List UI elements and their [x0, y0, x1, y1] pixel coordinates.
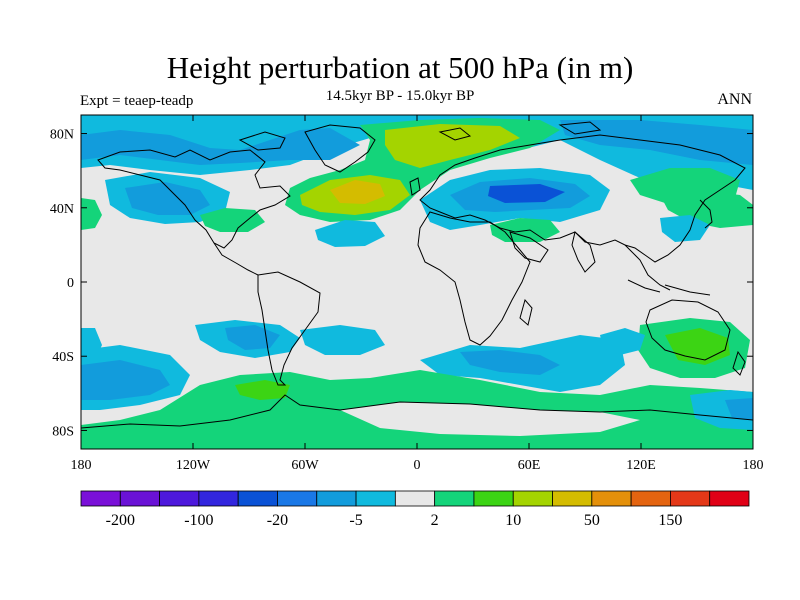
colorbar-box [159, 490, 200, 507]
coast-uk [409, 177, 421, 196]
lat-tick-label: 40S [52, 350, 74, 365]
lon-tick-label: 120E [626, 458, 656, 473]
colorbar-box [552, 490, 593, 507]
coast-central-america [213, 242, 259, 276]
longitude-axis: 180 120W 60W 0 60E 120E 180 [71, 115, 764, 473]
contour-south-atlantic-negative [300, 325, 385, 355]
contour-dateline-west-positive [81, 198, 102, 230]
lat-tick-label: 80N [50, 128, 74, 143]
coast-southeast-asia [624, 244, 671, 291]
contour-indian-strong-negative [460, 350, 560, 375]
contour-atlantic-subtropic-negative [315, 220, 385, 247]
coast-arctic-islands [238, 121, 602, 151]
lat-tick-label: 40N [50, 202, 74, 217]
lat-tick-label: 0 [67, 276, 74, 291]
coast-europe-asia [419, 134, 746, 263]
contour-arctic-strong-negative [81, 128, 360, 165]
contour-atlantic-peak [330, 180, 385, 204]
coast-australia [645, 299, 731, 361]
map-subtitle: 14.5kyr BP - 15.0kyr BP [325, 88, 475, 104]
season-label: ANN [717, 91, 752, 108]
lon-tick-label: 120W [176, 458, 211, 473]
contour-middle-east-positive [490, 218, 560, 242]
contour-fields [81, 115, 753, 449]
colorbar-box [237, 490, 278, 507]
colorbar-label: -20 [267, 512, 288, 529]
contour-eurasia-core [488, 184, 565, 203]
lon-tick-label: 180 [71, 458, 92, 473]
contour-southern-ocean-stronger [235, 380, 290, 400]
colorbar-box [709, 490, 750, 507]
colorbar-box [670, 490, 711, 507]
coast-arabia [509, 231, 549, 263]
contour-ross-sea-strong-negative [725, 398, 753, 420]
lon-tick-label: 60W [291, 458, 319, 473]
contour-antarctic-neutral [340, 402, 640, 436]
lat-tick-label: 80S [52, 424, 74, 439]
contour-pacific-strong-negative [125, 182, 210, 215]
colorbar-box [394, 490, 436, 507]
colorbar-label: 50 [584, 512, 600, 529]
coast-south-america [257, 271, 321, 386]
coast-north-america [97, 149, 291, 249]
colorbar-box [198, 490, 239, 507]
lon-tick-label: 0 [414, 458, 421, 473]
contour-southwest-pacific-negative [81, 328, 102, 360]
colorbar-box [80, 490, 121, 507]
coast-africa [417, 211, 531, 346]
contour-greenland-stronger [385, 124, 520, 168]
colorbar-label: 2 [431, 512, 439, 529]
colorbar-box [355, 490, 396, 507]
coast-new-zealand [732, 350, 746, 376]
colorbar-label: -100 [184, 512, 213, 529]
map-title: Height perturbation at 500 hPa (in m) [166, 50, 634, 85]
colorbar-box [630, 490, 671, 507]
colorbar-label: 10 [505, 512, 521, 529]
colorbar-box [277, 490, 318, 507]
contour-southeast-pacific-strong-negative [225, 325, 280, 350]
lon-tick-label: 180 [743, 458, 764, 473]
coastlines [81, 121, 753, 429]
colorbar-box [591, 490, 632, 507]
colorbar-labels: -200 -100 -20 -5 2 10 50 150 [106, 512, 683, 529]
coast-greenland [304, 124, 376, 173]
colorbar-box [512, 490, 553, 507]
coast-japan [699, 199, 713, 229]
contour-australia-west-negative [600, 328, 645, 355]
coast-madagascar [519, 298, 533, 326]
colorbar-label: -200 [106, 512, 135, 529]
colorbar-box [473, 490, 514, 507]
contour-western-pacific-negative [660, 215, 710, 242]
coast-antarctica [81, 394, 753, 429]
lon-tick-label: 60E [518, 458, 541, 473]
contour-south-pacific-strong-negative [81, 360, 170, 400]
colorbar-box [119, 490, 160, 507]
colorbar-box [434, 490, 475, 507]
colorbar-label: -5 [349, 512, 362, 529]
contour-atlantic-coast-positive [200, 208, 265, 232]
contour-northwest-pacific-positive [660, 190, 753, 228]
colorbar [80, 490, 750, 507]
experiment-label: Expt = teaep-teadp [80, 93, 194, 109]
coast-indonesia [627, 279, 711, 296]
colorbar-box [316, 490, 357, 507]
latitude-axis: 80N 40N 0 40S 80S [50, 128, 753, 439]
colorbar-label: 150 [658, 512, 682, 529]
coast-india [571, 231, 596, 273]
